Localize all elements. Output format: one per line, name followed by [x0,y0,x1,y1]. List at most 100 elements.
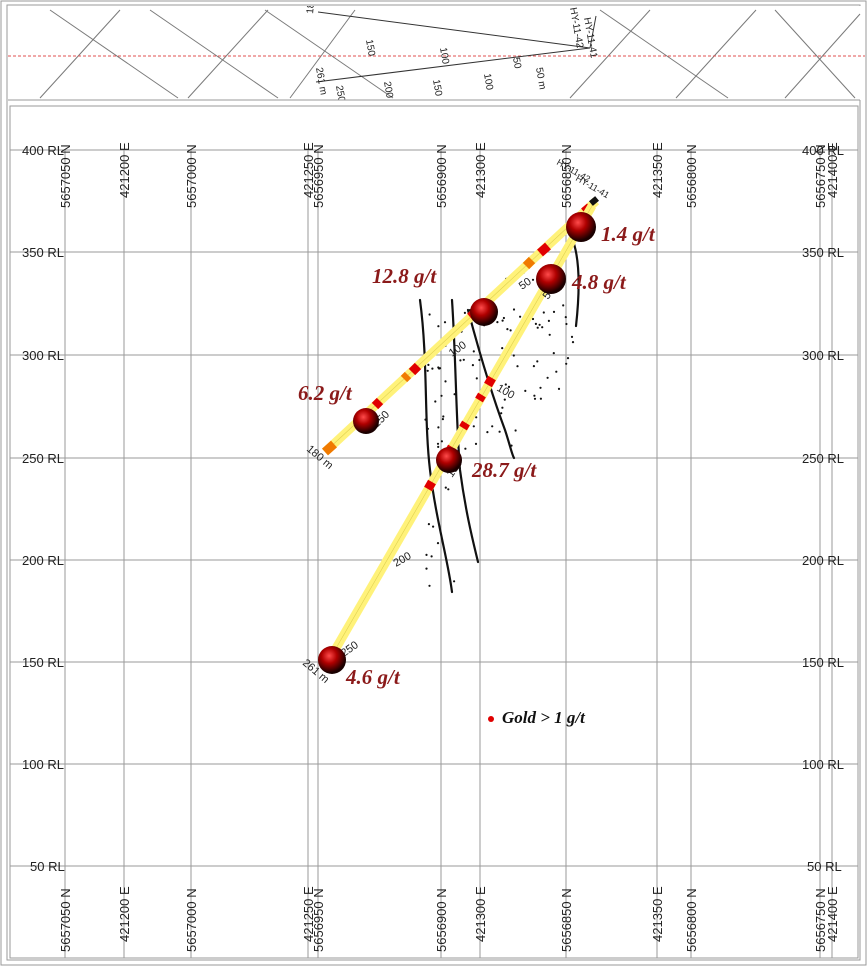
stipple-dot [565,362,568,365]
stipple-dot [475,377,478,380]
collar-marker [589,196,599,206]
coord-label-bottom: 5656850 N [559,888,574,952]
stipple-dot [431,367,434,370]
stipple-dot [533,397,537,400]
stipple-dot [501,319,504,322]
stipple-dot [428,313,431,316]
plan-depth-label: 100 [481,73,495,92]
stipple-dot [434,400,437,403]
plan-depth-label: 50 [510,57,523,70]
stipple-dot [444,380,447,383]
coord-label-top: 5656750 N [813,144,828,208]
coord-label-top: 5656950 N [311,144,326,208]
stipple-dot [478,358,481,362]
stipple-dot [438,367,441,370]
stipple-dot [548,333,551,336]
stipple-dot [542,311,545,314]
coord-label-top: 5656850 N [559,144,574,208]
stipple-dot [502,316,505,320]
rl-label-left-300: 300 RL [22,348,64,363]
coord-label-bottom: 421350 E [650,886,665,942]
rl-label-left-400: 400 RL [22,143,64,158]
stipple-dot [524,389,527,392]
stipple-dot [437,325,440,328]
inner-frame [6,4,861,961]
coord-label-top: 5657000 N [184,144,199,208]
stipple-dot [486,431,489,434]
coord-label-top: 5657050 N [58,144,73,208]
stipple-dot [447,488,450,491]
section-frame [9,105,859,959]
stipple-dot [506,328,509,331]
plan-trace-hole42 [315,47,591,83]
grade-label: 4.6 g/t [345,665,401,689]
stipple-dot [440,394,443,397]
stipple-dot [459,359,462,362]
coord-label-top: 421250 E [301,142,316,198]
section-grid [10,149,858,958]
stipple-dot [555,370,558,373]
stipple-dot [436,442,440,445]
coord-label-bottom: 5656800 N [684,888,699,952]
plan-depth-label: 100 [437,47,451,66]
stipple-dot [500,412,503,415]
intercept-sphere [353,408,379,434]
stipple-dot [532,365,536,368]
depth-label: 100 [495,382,517,402]
stipple-dot [538,323,541,326]
stipple-dot [463,311,466,314]
grade-label: 1.4 g/t [601,222,656,246]
stipple-dot [444,486,447,489]
coord-label-bottom: 5657000 N [184,888,199,952]
rl-label-right-100: 100 RL [802,757,844,772]
stipple-dot [427,523,430,526]
intercept-sphere [436,447,462,473]
coord-label-bottom: 5657050 N [58,888,73,952]
rl-label-left-350: 350 RL [22,245,64,260]
stipple-dot [552,310,556,313]
legend: Gold > 1 g/t [488,708,585,728]
stipple-dot [441,418,444,421]
stipple-dot [472,350,475,353]
stipple-dot [498,430,501,433]
legend-marker [488,716,494,723]
rl-label-left-200: 200 RL [22,553,64,568]
stipple-dot [519,315,522,318]
stipple-dot [440,440,443,443]
coord-label-bottom: 421250 E [301,886,316,942]
plan-depth-label: 50 m [533,67,548,91]
intercept-sphere [566,212,596,242]
stipple-dot [437,445,440,448]
stipple-dot [471,364,474,367]
stipple-dot [475,416,478,419]
stipple-dot [428,584,431,587]
stipple-dot [516,365,519,368]
stipple-dot [501,347,504,350]
stipple-dot [571,341,575,344]
stipple-dot [503,398,506,401]
rl-label-right-200: 200 RL [802,553,844,568]
stipple-dot [491,425,494,428]
coord-label-bottom: 421300 E [473,886,488,942]
stipple-dot [546,376,549,379]
stipple-dot [437,426,440,429]
coord-label-bottom: 5656900 N [434,888,449,952]
plan-depth-label: 261 m [313,67,329,96]
zone-contact-line [418,298,454,594]
legend-label: Gold > 1 g/t [502,708,585,727]
intercept-sphere [536,264,566,294]
rl-label-right-150: 150 RL [802,655,844,670]
stipple-dot [564,316,567,319]
stipple-dot [509,329,512,332]
stipple-dot [539,397,543,400]
stipple-dot [432,525,435,528]
stipple-dot [547,319,551,322]
stipple-dot [539,386,542,389]
stipple-dot [534,322,538,325]
plan-view: HY-11-41 HY-11-42 180 m 150 100 50 261 m… [8,6,865,100]
stipple-dot [533,394,536,397]
coord-label-top: 5656800 N [684,144,699,208]
rl-label-left-250: 250 RL [22,451,64,466]
